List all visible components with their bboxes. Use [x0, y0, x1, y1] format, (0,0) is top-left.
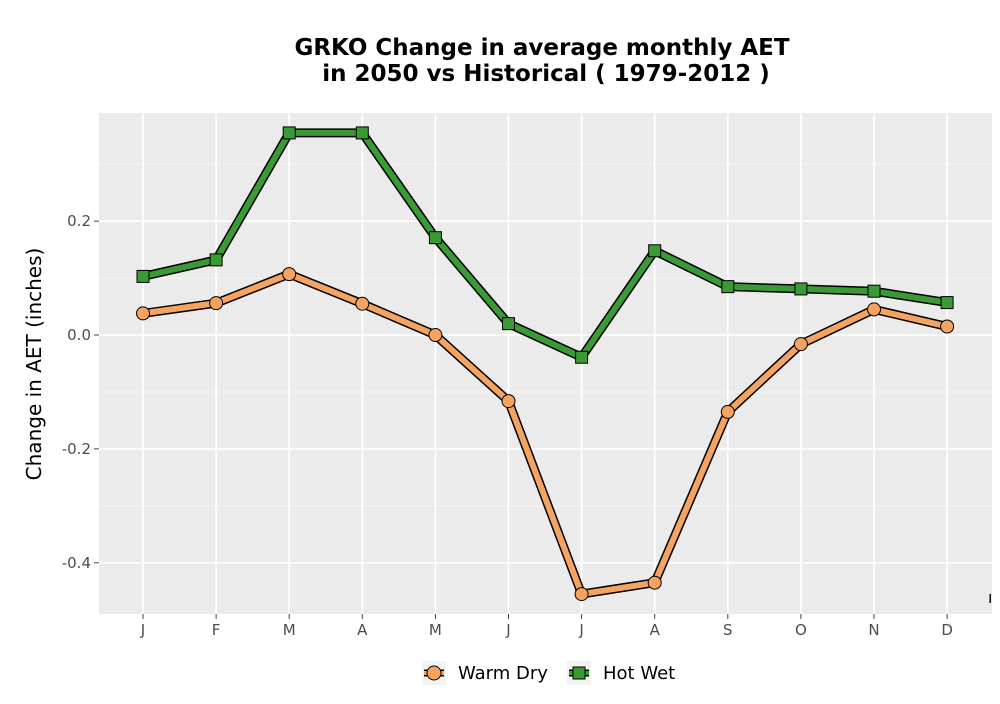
- data-point-warm-dry: [282, 267, 297, 282]
- data-point-hot-wet: [355, 126, 369, 140]
- legend-label-hot-wet: Hot Wet: [603, 663, 675, 684]
- legend-item-hot-wet: Hot Wet: [567, 661, 675, 685]
- data-point-warm-dry: [720, 404, 735, 419]
- x-tick-label: A: [650, 621, 661, 639]
- legend-marker-square-icon: [572, 666, 586, 680]
- x-tick-label: A: [357, 621, 368, 639]
- legend-item-warm-dry: Warm Dry: [422, 661, 548, 685]
- x-tick-label: J: [505, 621, 510, 639]
- data-point-warm-dry: [209, 296, 224, 311]
- data-point-warm-dry: [793, 337, 808, 352]
- data-point-warm-dry: [355, 296, 370, 311]
- data-point-hot-wet: [575, 350, 589, 364]
- data-point-hot-wet: [502, 317, 515, 331]
- data-point-warm-dry: [574, 587, 589, 602]
- data-point-hot-wet: [209, 253, 223, 267]
- data-point-warm-dry: [136, 306, 150, 321]
- legend: Warm Dry Hot Wet: [422, 661, 675, 685]
- x-tick-label: S: [723, 621, 733, 639]
- data-point-warm-dry: [647, 575, 662, 590]
- data-point-warm-dry: [867, 302, 881, 317]
- series-line-hot-wet: [140, 129, 951, 361]
- x-tick-label: M: [283, 621, 296, 639]
- data-point-hot-wet: [428, 231, 442, 245]
- data-point-warm-dry: [940, 319, 955, 334]
- x-tick-label: D: [941, 621, 953, 639]
- y-tick-label: 0.2: [67, 212, 91, 230]
- grid-minor-lines: [99, 163, 992, 507]
- data-point-hot-wet: [282, 126, 296, 140]
- x-tick-label: M: [429, 621, 442, 639]
- data-point-warm-dry: [428, 328, 443, 343]
- x-tick-label: J: [578, 621, 583, 639]
- plot-panel: [99, 113, 992, 614]
- y-tick-label: -0.4: [62, 554, 91, 572]
- data-point-warm-dry: [501, 394, 516, 409]
- data-point-hot-wet: [940, 296, 954, 310]
- series-layer: [136, 126, 955, 602]
- legend-label-warm-dry: Warm Dry: [458, 663, 548, 684]
- y-axis-label: Change in AET (inches): [22, 248, 46, 481]
- series-line-warm-dry: [140, 271, 951, 598]
- x-tick-label: O: [795, 621, 807, 639]
- legend-marker-circle-icon: [426, 665, 442, 681]
- x-tick-label: N: [868, 621, 879, 639]
- x-tick-label: F: [212, 621, 221, 639]
- chart-title-line-1: GRKO Change in average monthly AET: [294, 35, 789, 61]
- corner-mark: ı: [988, 588, 992, 607]
- y-axis: 0.2 0.0 -0.2 -0.4: [62, 212, 99, 572]
- x-tick-label: J: [140, 621, 145, 639]
- data-point-hot-wet: [794, 282, 808, 296]
- chart-title-line-2: in 2050 vs Historical ( 1979-2012 ): [322, 61, 769, 87]
- data-point-hot-wet: [867, 284, 881, 298]
- data-point-hot-wet: [136, 269, 150, 283]
- data-point-hot-wet: [648, 244, 662, 258]
- y-tick-label: 0.0: [67, 326, 91, 344]
- data-point-hot-wet: [721, 280, 735, 294]
- y-tick-label: -0.2: [62, 440, 91, 458]
